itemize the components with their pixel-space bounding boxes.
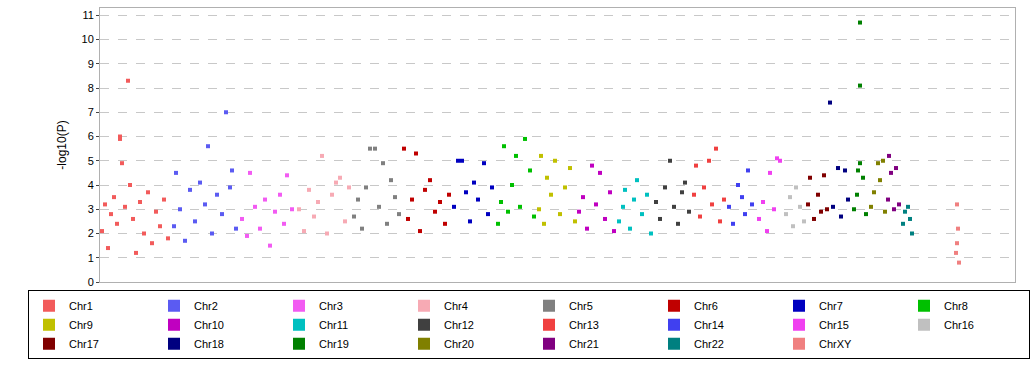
svg-text:Chr18: Chr18 bbox=[194, 338, 224, 350]
svg-text:5: 5 bbox=[88, 155, 94, 167]
svg-text:Chr6: Chr6 bbox=[694, 300, 718, 312]
svg-text:2: 2 bbox=[88, 227, 94, 239]
svg-text:3: 3 bbox=[88, 203, 94, 215]
svg-text:6: 6 bbox=[88, 130, 94, 142]
svg-text:Chr11: Chr11 bbox=[319, 319, 348, 331]
svg-text:-log10(P): -log10(P) bbox=[55, 120, 69, 169]
svg-text:Chr12: Chr12 bbox=[444, 319, 474, 331]
svg-text:Chr9: Chr9 bbox=[69, 319, 93, 331]
svg-text:11: 11 bbox=[82, 9, 93, 21]
svg-text:Chr14: Chr14 bbox=[694, 319, 724, 331]
svg-text:Chr10: Chr10 bbox=[194, 319, 224, 331]
svg-text:9: 9 bbox=[88, 58, 94, 70]
svg-text:Chr3: Chr3 bbox=[319, 300, 343, 312]
svg-text:1: 1 bbox=[88, 252, 94, 264]
svg-text:Chr15: Chr15 bbox=[819, 319, 849, 331]
svg-text:ChrXY: ChrXY bbox=[819, 338, 852, 350]
svg-text:Chr16: Chr16 bbox=[944, 319, 974, 331]
svg-text:8: 8 bbox=[88, 82, 94, 94]
svg-text:Chr8: Chr8 bbox=[944, 300, 968, 312]
svg-text:Chr4: Chr4 bbox=[444, 300, 468, 312]
svg-text:Chr20: Chr20 bbox=[444, 338, 474, 350]
svg-text:Chr17: Chr17 bbox=[69, 338, 99, 350]
svg-text:Chr2: Chr2 bbox=[194, 300, 218, 312]
svg-text:Chr19: Chr19 bbox=[319, 338, 349, 350]
svg-text:Chr7: Chr7 bbox=[819, 300, 843, 312]
svg-text:0: 0 bbox=[88, 276, 94, 288]
svg-text:Chr1: Chr1 bbox=[69, 300, 93, 312]
svg-text:Chr21: Chr21 bbox=[569, 338, 599, 350]
svg-text:Chr13: Chr13 bbox=[569, 319, 599, 331]
svg-text:Chr5: Chr5 bbox=[569, 300, 593, 312]
svg-text:4: 4 bbox=[88, 179, 94, 191]
svg-text:10: 10 bbox=[82, 33, 94, 45]
svg-text:Chr22: Chr22 bbox=[694, 338, 724, 350]
svg-text:7: 7 bbox=[88, 106, 94, 118]
